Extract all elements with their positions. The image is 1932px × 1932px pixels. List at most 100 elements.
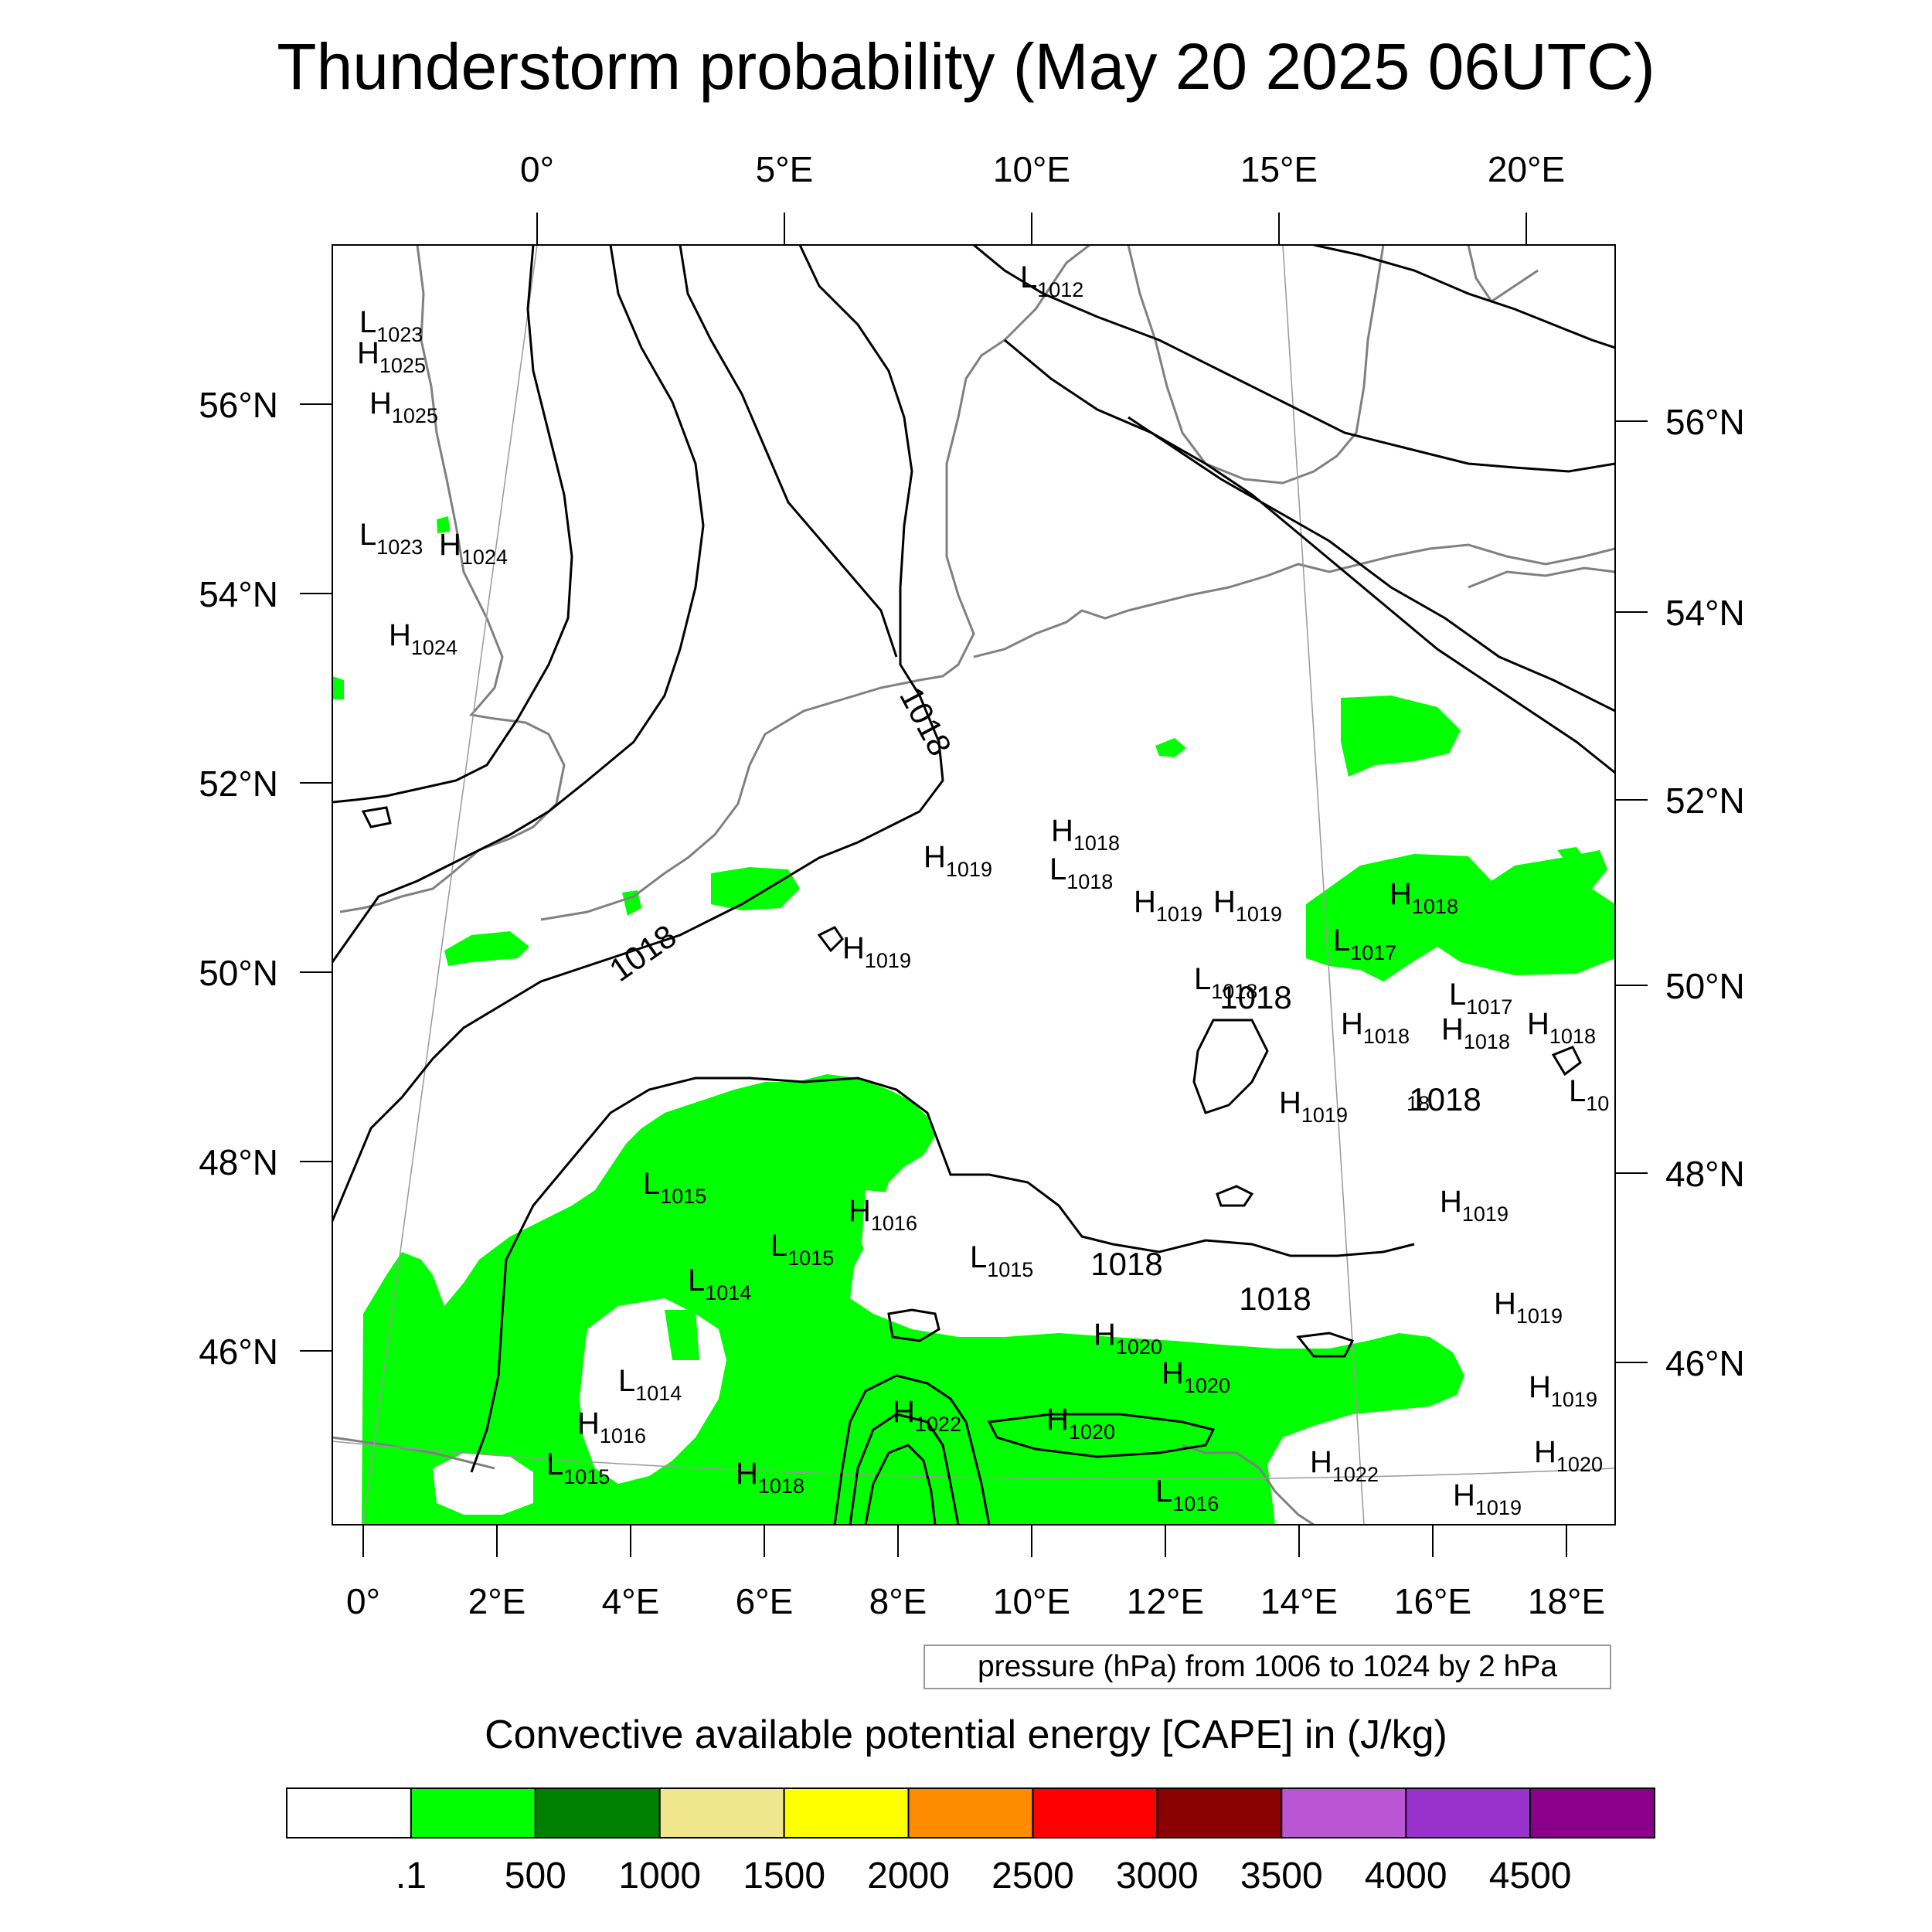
colorbar-swatch [907, 1787, 1034, 1838]
pressure-center-type: L [1194, 962, 1211, 996]
pressure-center-label: H1024 [389, 618, 457, 659]
pressure-center-label: L1017 [1449, 978, 1512, 1019]
colorbar-tick-label: 2500 [992, 1855, 1074, 1896]
colorbar-swatch [1032, 1787, 1158, 1838]
isobar-closed-1 [887, 1308, 940, 1342]
pressure-center-label: H1020 [1094, 1318, 1162, 1359]
pressure-center-label: L1018 [1049, 852, 1113, 893]
pressure-center-label: H1016 [577, 1406, 646, 1447]
left-lat-label: 48°N [199, 1142, 278, 1182]
isobar-layer [332, 245, 1615, 1525]
pressure-center-type: H [389, 618, 411, 652]
pressure-center-type: L [1569, 1074, 1586, 1108]
pressure-center-label: H1020 [1046, 1403, 1115, 1444]
pressure-center-label: H1016 [849, 1194, 917, 1235]
pressure-center-value: 1019 [1301, 1104, 1348, 1127]
colorbar-tick-label: 4500 [1489, 1855, 1572, 1896]
pressure-center-value: 1019 [865, 949, 911, 972]
pressure-center-value: 1018 [758, 1475, 804, 1498]
colorbar-tick-label: 3500 [1240, 1855, 1323, 1896]
pressure-center-type: H [369, 386, 392, 420]
pressure-center-type: L [1333, 923, 1350, 957]
top-lon-label: 15°E [1240, 149, 1318, 189]
bottom-lon-label: 10°E [993, 1581, 1070, 1621]
graticule-layer [332, 245, 1615, 1525]
pressure-center-label: L10 [1569, 1074, 1609, 1115]
right-lat-label: 46°N [1665, 1343, 1745, 1383]
isobar-1018-south [470, 1077, 1415, 1473]
isobar-2 [332, 245, 705, 963]
coastline-baltic-east [1468, 566, 1615, 589]
pressure-center-value: 1015 [660, 1185, 706, 1208]
pressure-center-value: 1024 [461, 546, 508, 569]
pressure-center-type: H [1046, 1403, 1069, 1437]
isobar-value-label: 1018 [1219, 979, 1291, 1015]
top-lon-label: 0° [520, 149, 554, 189]
pressure-center-label: L1016 [1155, 1475, 1219, 1515]
right-lat-label: 48°N [1665, 1154, 1745, 1194]
meridian-15e [1282, 245, 1365, 1525]
coastline-continent [540, 245, 1090, 921]
top-lon-label: 5°E [756, 149, 814, 189]
pressure-center-type: L [1155, 1475, 1172, 1509]
coastline-adriatic [1182, 1444, 1315, 1525]
left-lat-labels: 56°N 54°N 52°N 50°N 48°N 46°N [199, 385, 278, 1372]
pressure-center-value: 1020 [1069, 1420, 1115, 1444]
pressure-center-type: H [1341, 1007, 1363, 1041]
isobar-east-3 [973, 245, 1615, 473]
pressure-center-value: 1019 [1462, 1202, 1509, 1226]
isobar-closed-6 [817, 926, 844, 953]
isobar-closed-3 [1296, 1332, 1355, 1358]
colorbar-tick-label: 3000 [1116, 1855, 1199, 1896]
colorbar-swatch [410, 1787, 536, 1838]
pressure-center-type: H [1534, 1435, 1556, 1469]
pressure-center-type: L [1449, 978, 1466, 1012]
bottom-lon-label: 4°E [602, 1581, 660, 1621]
pressure-center-label: H1025 [369, 386, 438, 427]
colorbar-tick-label: .1 [396, 1855, 427, 1896]
pressure-center-type: H [577, 1406, 600, 1440]
pressure-center-value: 1012 [1037, 278, 1083, 301]
contour-note: pressure (hPa) from 1006 to 1024 by 2 hP… [923, 1645, 1611, 1689]
isobar-closed-4 [1192, 1019, 1269, 1114]
pressure-center-value: 1018 [1073, 832, 1120, 855]
pressure-center-label: H1024 [439, 528, 508, 569]
colorbar: .1 500 1000 1500 2000 2500 3000 3500 4000 4500 [286, 1787, 1656, 1896]
pressure-center-type: L [643, 1167, 660, 1201]
pressure-center-type: H [842, 931, 865, 965]
bottom-lon-label: 14°E [1260, 1581, 1338, 1621]
coastline-baltic [973, 543, 1615, 658]
pressure-center-value: 1015 [987, 1258, 1033, 1281]
isobar-alps-2 [849, 1413, 960, 1525]
pressure-center-type: L [618, 1364, 635, 1398]
pressure-center-value: 1019 [1551, 1388, 1597, 1411]
cape-area-poland [1341, 696, 1461, 777]
pressure-center-value: 1018 [1066, 870, 1113, 893]
colorbar-tick-label: 500 [505, 1855, 566, 1896]
pressure-center-value: 1019 [1156, 903, 1202, 926]
pressure-center-type: H [736, 1457, 758, 1491]
pressure-center-label: H1019 [1494, 1287, 1563, 1328]
pressure-center-label: L1015 [970, 1240, 1033, 1281]
isobar-closed-2 [1216, 1185, 1254, 1207]
pressure-center-type: L [359, 518, 376, 552]
pressure-center-value: 1019 [1236, 903, 1282, 926]
pressure-center-type: H [923, 840, 946, 874]
pressure-center-type: H [1310, 1445, 1332, 1479]
cape-fill-layer [332, 516, 1615, 1525]
pressure-center-type: H [1494, 1287, 1516, 1321]
pressure-center-value: 1025 [379, 354, 426, 377]
pressure-center-value: 10 [1586, 1092, 1609, 1115]
pressure-center-label: H1018 [1441, 1012, 1510, 1053]
colorbar-swatch [658, 1787, 785, 1838]
pressure-center-label: L1023 [359, 518, 423, 559]
colorbar-boxes [286, 1787, 1656, 1838]
pressure-center-label: H1019 [1134, 885, 1202, 926]
pressure-center-value: 1014 [705, 1281, 751, 1304]
pressure-center-value: 1020 [1116, 1335, 1162, 1359]
colorbar-swatch [1156, 1787, 1283, 1838]
pressure-center-type: H [1134, 885, 1156, 919]
cape-hole-east [862, 1190, 951, 1283]
colorbar-swatch [534, 1787, 661, 1838]
